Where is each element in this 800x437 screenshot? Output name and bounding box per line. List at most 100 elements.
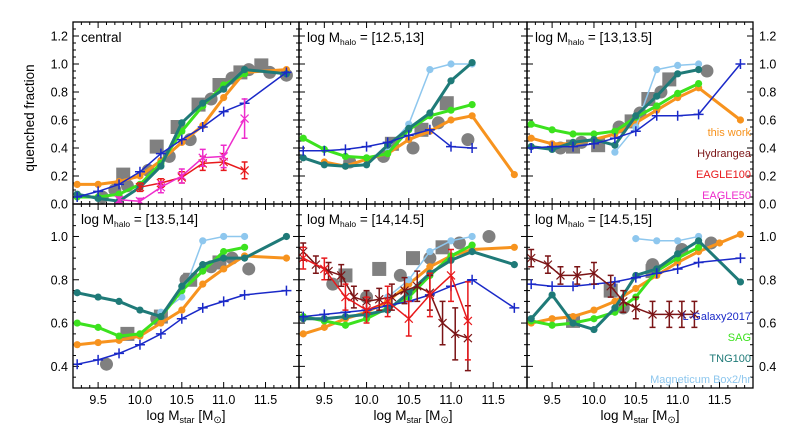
title-main: log M [535, 212, 568, 227]
legend-entry-magneticum-box2-hr: Magneticum Box2/hr [650, 374, 751, 386]
series-marker [664, 309, 674, 319]
series-marker [383, 296, 393, 306]
x-title-sub: star [634, 415, 649, 425]
series-marker [527, 253, 536, 263]
series-marker [694, 237, 703, 245]
panel-title: log Mhalo = [12.5,13] [307, 30, 424, 47]
series-marker [176, 134, 187, 145]
series-tng100 [527, 237, 745, 334]
series-marker [282, 254, 291, 262]
y-tick-label: 0.6 [759, 317, 776, 331]
series-marker [374, 294, 384, 304]
series-marker [220, 254, 228, 262]
title-main: log M [81, 212, 114, 227]
series-marker [94, 194, 102, 202]
series-marker [426, 263, 434, 271]
title-rest: = [13.5,14] [130, 212, 198, 227]
series-marker [426, 248, 434, 256]
y-tick-label: 0.8 [759, 273, 776, 287]
series-marker [438, 318, 447, 328]
series-marker [463, 316, 473, 326]
series-marker [319, 309, 330, 320]
series-marker [382, 137, 393, 148]
obs-circle [482, 229, 496, 243]
series-marker [548, 321, 556, 329]
series-marker [548, 291, 556, 299]
series-marker [157, 312, 165, 321]
panel-5: 9.5 10.0 10.5 11.0 11.5 log Mhalo = [14,14.5] [298, 203, 528, 407]
series-marker [157, 162, 165, 170]
x-title-sub: star [180, 415, 195, 425]
title-main: log M [307, 212, 340, 227]
series-marker [114, 348, 125, 359]
legend-top: this work Hydrangea EAGLE100 EAGLE50 [696, 127, 752, 202]
series-line [531, 257, 741, 288]
series-marker [240, 66, 249, 74]
series-marker [299, 134, 307, 142]
series-marker [199, 267, 207, 275]
series-marker [672, 110, 683, 121]
series-marker [426, 66, 434, 74]
x-title-close: ] [222, 408, 226, 423]
title-rest: = [13,13.5] [584, 30, 652, 45]
series-marker [569, 130, 577, 138]
x-title-main: log M [374, 408, 407, 423]
series-marker [611, 141, 619, 149]
series-marker [178, 293, 186, 301]
series-marker [424, 124, 435, 135]
series-marker [630, 126, 641, 137]
series-marker [136, 330, 144, 338]
series-marker [630, 272, 641, 283]
series-line [77, 68, 287, 186]
series-marker [299, 330, 307, 338]
series-marker [324, 266, 333, 276]
series-marker [694, 243, 703, 251]
series-marker [349, 292, 359, 302]
series-marker [736, 230, 745, 238]
series-marker [362, 154, 371, 162]
series-l-galaxy2017 [299, 124, 478, 156]
panel-content [73, 232, 292, 371]
series-marker [340, 144, 351, 155]
x-tick-label: 10.5 [170, 393, 194, 407]
y-tick-label: 0.0 [759, 198, 776, 212]
obs-circle [406, 141, 420, 155]
series-marker [320, 323, 328, 331]
x-title-main: log M [601, 408, 634, 423]
series-marker [299, 154, 307, 162]
series-marker [468, 248, 476, 256]
x-tick-label: 10.0 [582, 393, 606, 407]
y-tick-label: 0.2 [759, 170, 776, 184]
series-marker [694, 60, 703, 68]
series-marker [220, 232, 228, 241]
series-marker [197, 302, 208, 313]
series-marker [648, 309, 657, 319]
series-marker [589, 268, 599, 278]
y-tick-label: 0.0 [51, 198, 68, 212]
series-marker [527, 279, 537, 290]
obs-circle [242, 262, 256, 276]
series-marker [547, 281, 558, 292]
series-marker [618, 296, 628, 306]
series-hydrangea [527, 248, 699, 329]
y-tick-label: 1.0 [759, 58, 776, 72]
x-title-sub: star [407, 415, 422, 425]
series-marker [651, 268, 662, 279]
panel-2: log Mhalo = [12.5,13] [298, 21, 528, 205]
series-marker [632, 112, 640, 120]
series-marker [114, 179, 125, 190]
series-marker [527, 134, 535, 142]
series-line [77, 254, 287, 347]
series-marker [299, 253, 308, 263]
series-marker [590, 315, 598, 323]
series-marker [736, 116, 745, 124]
series-marker [611, 148, 619, 156]
series-marker [412, 281, 422, 291]
series-marker [632, 284, 640, 293]
series-marker [672, 263, 683, 274]
series-marker [611, 127, 619, 135]
y-tick-label: 1.0 [759, 230, 776, 244]
series-marker [178, 306, 186, 314]
title-sub: halo [568, 37, 584, 47]
series-marker [135, 182, 145, 192]
